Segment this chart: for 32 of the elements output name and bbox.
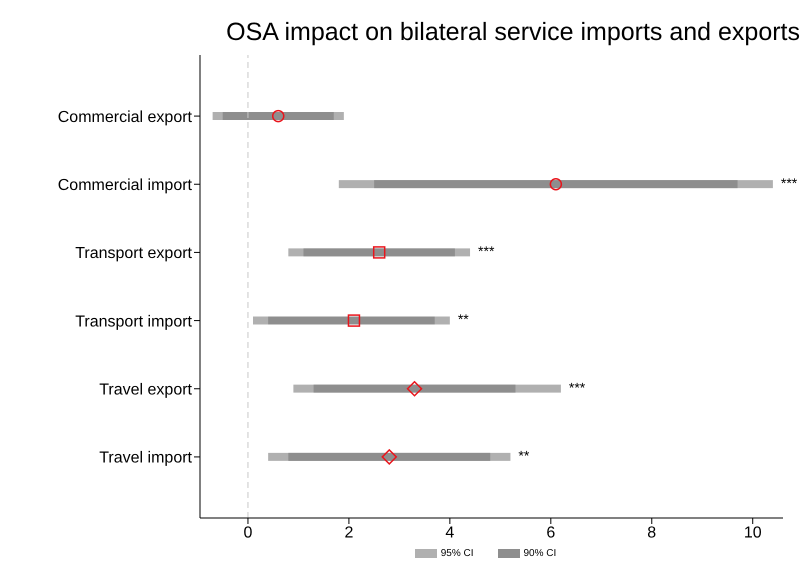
- legend-label: 95% CI: [440, 548, 474, 559]
- x-tick-label: 6: [546, 524, 556, 542]
- data-label: ***: [568, 379, 586, 396]
- x-tick-label: 2: [344, 524, 354, 542]
- data-label: **: [458, 311, 470, 328]
- point: [348, 314, 360, 327]
- data-label: **: [518, 448, 530, 464]
- y-tick-label: Commercial import: [58, 176, 193, 194]
- y-tick-label: Transport export: [75, 245, 193, 262]
- bar: [268, 316, 435, 324]
- legend-label: 90% CI: [524, 548, 556, 559]
- y-tick-label: Transport import: [75, 313, 193, 330]
- bar: [303, 248, 455, 256]
- point: [406, 381, 422, 396]
- chart-title: OSA impact on bilateral service imports and exports: [225, 18, 800, 47]
- bar: [222, 112, 334, 120]
- x-tick-label: 8: [647, 524, 656, 542]
- x-tick-label: 4: [445, 524, 454, 542]
- point: [550, 178, 562, 190]
- data-label: ***: [478, 243, 495, 260]
- bar: [374, 180, 738, 188]
- data-label: ***: [780, 174, 798, 191]
- y-tick-label: Travel export: [99, 381, 193, 398]
- point: [272, 110, 284, 122]
- y-tick-label: Commercial export: [58, 108, 193, 126]
- y-tick-label: Travel import: [99, 450, 193, 467]
- x-tick-label: 0: [244, 524, 252, 542]
- bar: [288, 452, 490, 461]
- point: [382, 449, 398, 465]
- x-tick-label: 10: [744, 524, 762, 542]
- point: [372, 246, 386, 259]
- bar: [314, 384, 516, 393]
